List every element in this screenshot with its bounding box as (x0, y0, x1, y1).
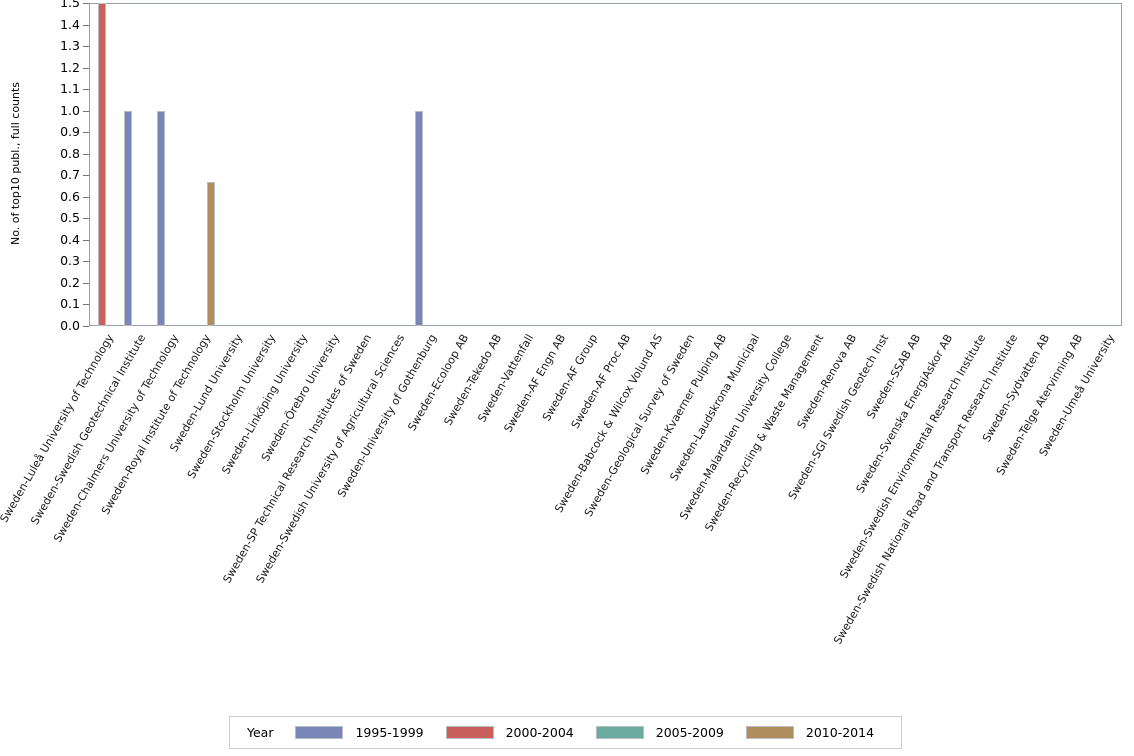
y-axis-tick-label: 1.0 (60, 102, 80, 118)
x-axis-tick-label-text: Sweden-AF Proc AB (568, 332, 633, 431)
x-axis-tick-label-text: Sweden-Renova AB (794, 332, 859, 432)
y-axis-tick-mark (83, 89, 89, 91)
y-axis-tick-mark (83, 67, 89, 69)
legend-entry[interactable]: 1995-1999 (295, 725, 424, 740)
legend-color-swatch (445, 726, 494, 739)
legend-entry[interactable]: 2005-2009 (595, 725, 724, 740)
y-axis-tick-label: 0.7 (60, 167, 80, 183)
legend-entry-label: 1995-1999 (355, 725, 424, 740)
x-axis-tick-label-text: Sweden-Umeå University (1036, 332, 1118, 459)
x-axis-tick-label-text: Sweden-Swedish University of Agricultura… (253, 332, 407, 586)
x-axis-tick-label-text: Sweden-Luleå University of Technology (0, 332, 117, 525)
y-axis-tick-label: 0.4 (60, 231, 80, 247)
y-axis-tick-label: 0.8 (60, 145, 80, 161)
y-axis-tick-label: 1.1 (60, 81, 80, 97)
legend-color-swatch (295, 726, 344, 739)
x-axis-tick-label-text: Sweden-Swedish Environmental Research In… (836, 332, 988, 581)
x-axis-tick-label-text: Sweden-SGI Swedish Geotech Inst (785, 332, 892, 502)
y-axis-tick-mark (83, 304, 89, 306)
plot-area (89, 3, 1122, 326)
x-axis-tick-label-text: Sweden-Tekedo AB (440, 332, 504, 428)
x-axis-tick-label-text: Sweden-Örebro University (258, 332, 343, 464)
x-axis-tick-label-text: Sweden-Laudskrona Municipal (667, 332, 763, 484)
x-axis-tick-label-text: Sweden-Vattenfall (475, 332, 537, 425)
legend: Year 1995-1999 2000-2004 2005-2009 2010-201… (229, 716, 902, 749)
y-axis-tick-mark (83, 153, 89, 155)
x-axis-tick-label-text: Sweden-SP Technical Research Institutes … (220, 332, 375, 586)
x-axis-tick-label-text: Sweden-SSAB AB (864, 332, 924, 421)
x-axis-tick-label-text: Sweden-Telge Atervinning AB (993, 332, 1085, 478)
x-axis-tick-label-text: Sweden-Royal Institute of Technology (98, 332, 214, 517)
x-axis-tick-label-text: Sweden-Svenska EnergiAskor AB (853, 332, 956, 496)
x-axis-tick-label-text: Sweden-Ecoloop AB (405, 332, 472, 434)
y-axis-tick-label: 1.4 (60, 16, 80, 32)
legend-entry-label: 2010-2014 (805, 725, 875, 740)
y-axis-tick-mark (83, 24, 89, 26)
x-axis-tick-label-text: Sweden-Sydvatten AB (980, 332, 1053, 445)
legend-entry-label: 2005-2009 (655, 725, 724, 740)
legend-color-swatch (745, 726, 794, 739)
x-axis-tick-label-text: Sweden-AF Engn AB (501, 332, 569, 435)
x-axis-tick-label-text: Sweden-Linköping University (219, 332, 311, 477)
legend-color-swatch (595, 726, 644, 739)
y-axis-tick-label: 0.5 (60, 210, 80, 226)
legend-entry-label: 2000-2004 (505, 725, 574, 740)
x-axis-tick-label-text: Sweden-Swedish Geotechnical Institute (28, 332, 149, 527)
x-axis-tick-label-text: Sweden-Babcock & Wilcox Volund AS (552, 332, 666, 515)
y-axis-tick-mark (83, 196, 89, 198)
y-axis-tick-label: 0.1 (60, 296, 80, 312)
legend-title: Year (247, 725, 274, 740)
y-axis-ticks: 0.0 0.1 0.2 0.3 0.4 0.5 0.6 0.7 0.8 0.9 1.0 1.1 1.2 1… (0, 0, 89, 333)
y-axis-tick-mark (83, 3, 89, 4)
y-axis-tick-mark (83, 326, 89, 327)
y-axis-tick-mark (83, 110, 89, 112)
y-axis-tick-mark (83, 132, 89, 134)
y-axis-tick-label: 1.5 (60, 0, 80, 10)
x-axis-tick-label-text: Sweden-Kvaerner Pulping AB (638, 332, 730, 477)
y-axis-tick-label: 0.9 (60, 124, 80, 140)
x-axis-tick-label-text: Sweden-Stockholm University (184, 332, 278, 481)
y-axis-tick-label: 0.2 (60, 274, 80, 290)
x-axis-tick-label-text: Sweden-AF Group (540, 332, 601, 424)
y-axis-tick-label: 0.3 (60, 253, 80, 269)
legend-entry[interactable]: 2010-2014 (745, 725, 875, 740)
y-axis-tick-label: 0.0 (60, 318, 80, 333)
legend-entries: 1995-1999 2000-2004 2005-2009 2010-2014 (295, 725, 896, 740)
y-axis-tick-mark (83, 175, 89, 177)
y-axis-tick-label: 0.6 (60, 188, 80, 204)
x-axis-tick-label-text: Sweden-University of Gothenburg (334, 332, 440, 500)
y-axis-tick-label: 1.3 (60, 38, 80, 54)
x-axis-tick-label-text: Sweden-Geological Survey of Sweden (582, 332, 698, 519)
y-axis-tick-mark (83, 218, 89, 220)
x-axis-tick-label-text: Sweden-Lund University (167, 332, 246, 454)
x-axis-tick-label-text: Sweden-Swedish National Road and Transpo… (831, 332, 1021, 647)
x-axis-tick-label-text: Sweden-Recycling & Waste Management (702, 332, 827, 534)
y-axis-tick-mark (83, 46, 89, 48)
x-axis-tick-label-text: Sweden-Chalmers University of Technology (50, 332, 181, 545)
x-axis-tick-label-text: Sweden-Malardalen University College (677, 332, 795, 522)
y-axis-tick-mark (83, 261, 89, 263)
y-axis-tick-mark (83, 282, 89, 284)
y-axis-tick-label: 1.2 (60, 59, 80, 75)
legend-entry[interactable]: 2000-2004 (445, 725, 574, 740)
y-axis-tick-mark (83, 239, 89, 241)
